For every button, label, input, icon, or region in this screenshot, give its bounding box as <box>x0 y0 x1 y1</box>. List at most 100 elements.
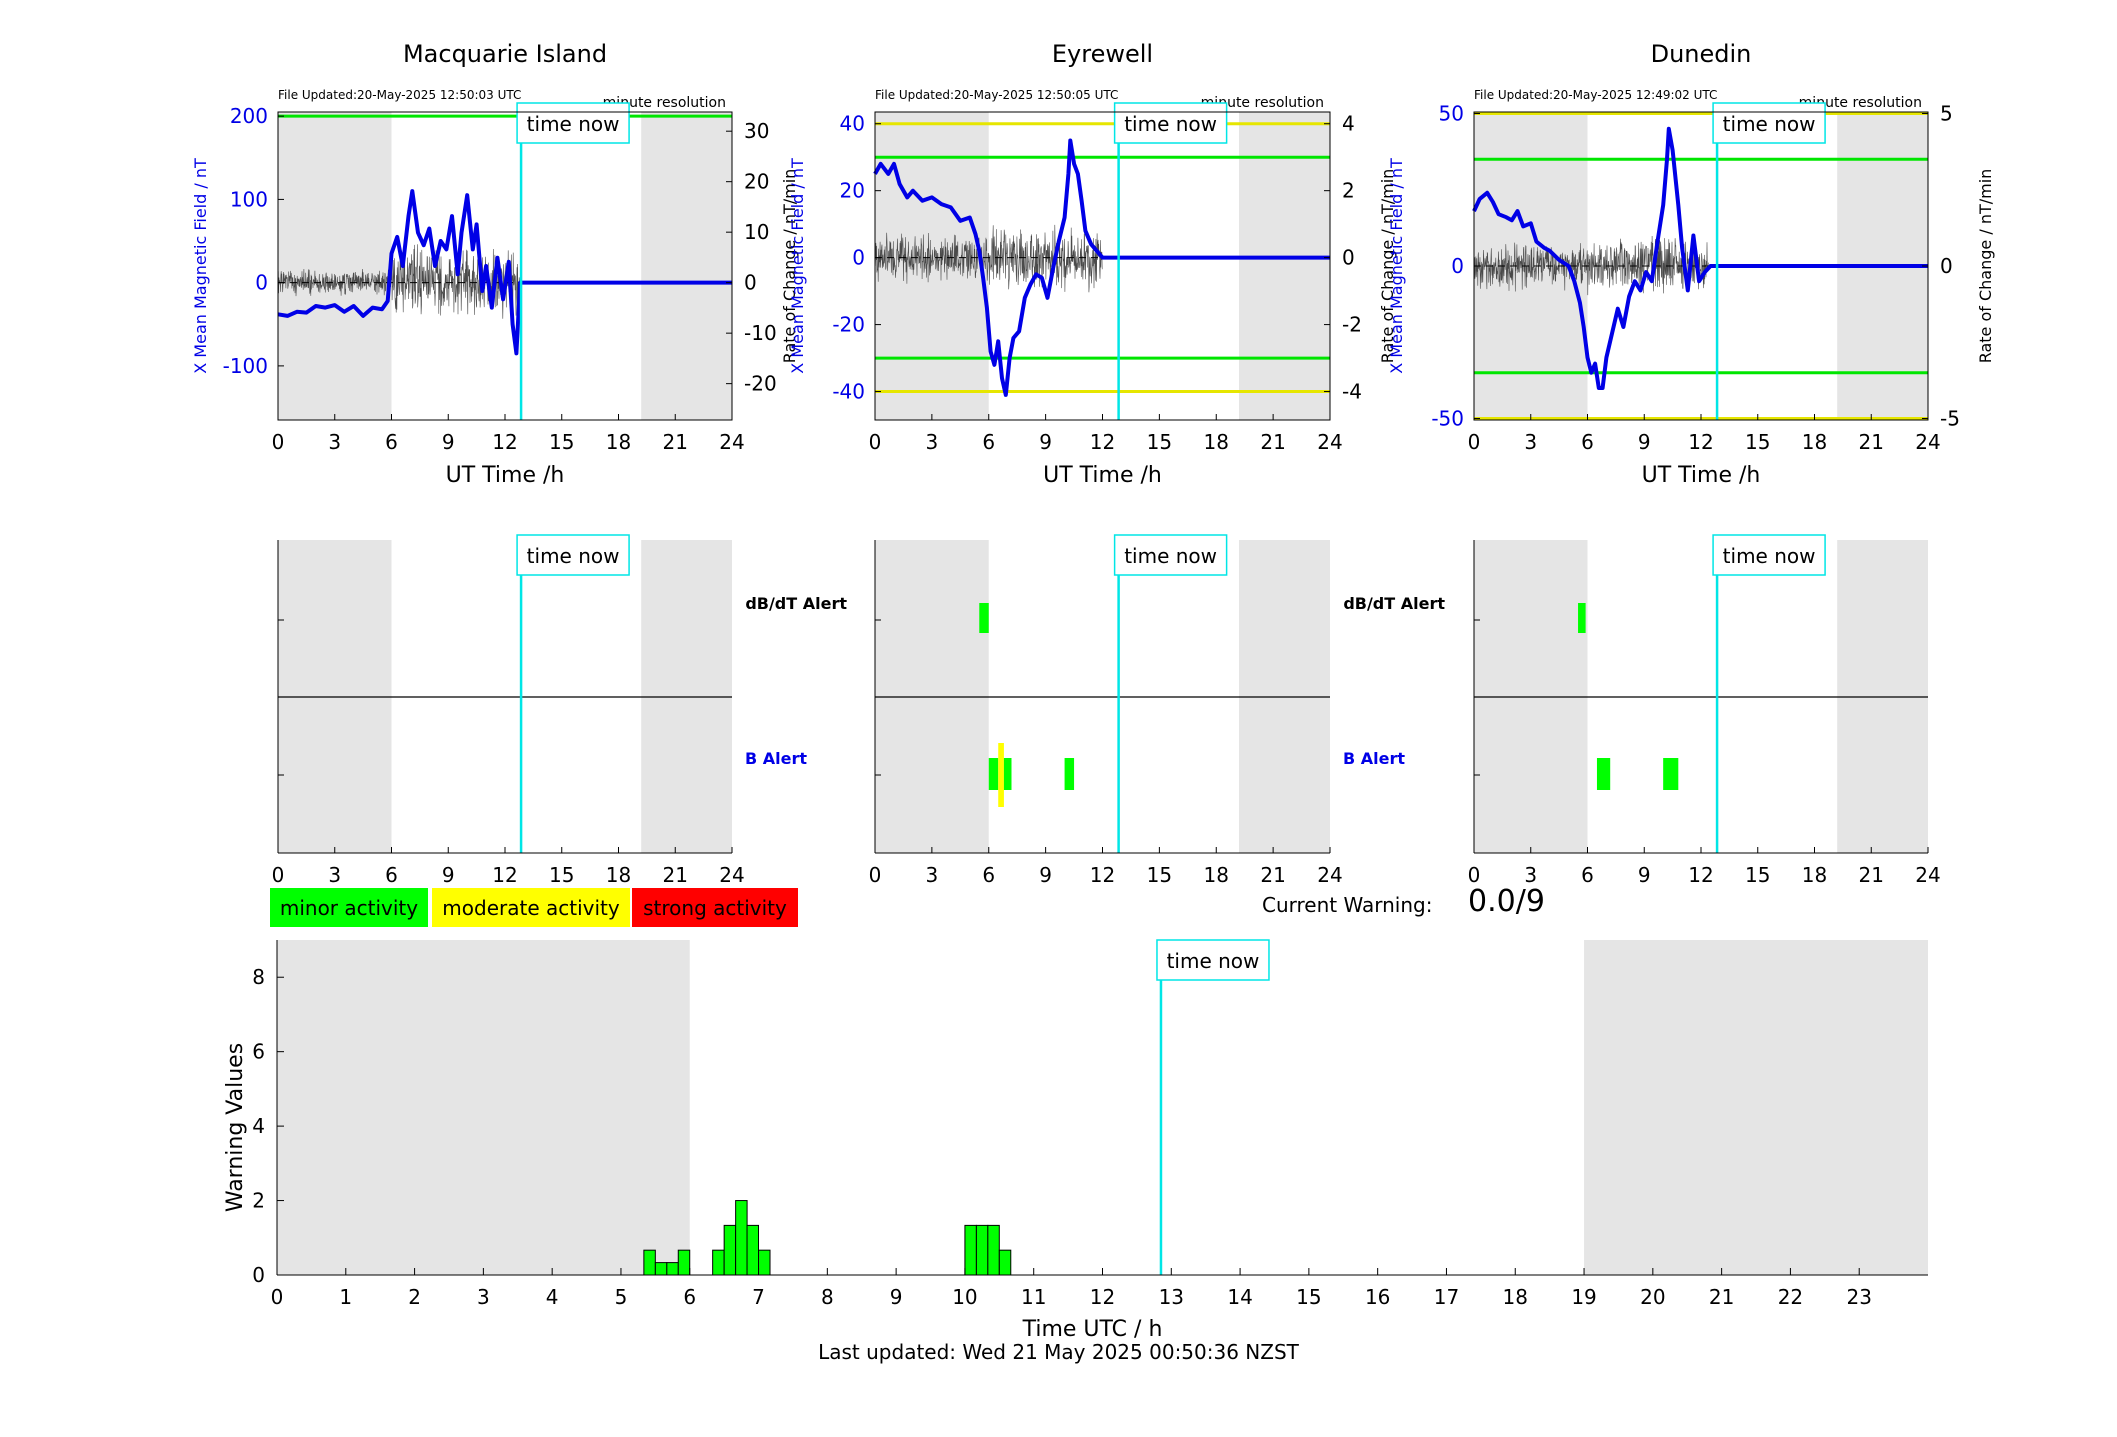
y-tick-label-left: 20 <box>840 179 865 203</box>
warning-bar <box>666 1262 679 1276</box>
y-tick-label-left: 40 <box>840 112 865 136</box>
x-tick-label: 3 <box>328 430 341 454</box>
x-axis-label: UT Time /h <box>446 463 565 488</box>
night-shading <box>1239 112 1330 420</box>
x-tick-label: 9 <box>1638 863 1651 887</box>
legend-strong-label: strong activity <box>643 896 787 920</box>
warning-bar <box>643 1249 656 1276</box>
x-tick-label: 3 <box>1524 430 1537 454</box>
x-tick-label: 0 <box>869 863 882 887</box>
x-tick-label: 0 <box>272 863 285 887</box>
x-tick-label: 12 <box>1688 863 1713 887</box>
x-tick-label: 18 <box>1802 863 1827 887</box>
x-tick-label: 15 <box>1147 863 1172 887</box>
b-alert-block <box>988 758 999 790</box>
x-tick-label: 10 <box>952 1285 977 1309</box>
x-tick-label: 9 <box>1039 430 1052 454</box>
station-title: Dunedin <box>1651 40 1752 68</box>
x-tick-label: 15 <box>1147 430 1172 454</box>
x-tick-label: 21 <box>663 430 688 454</box>
station-panel-1: Eyrewell File Updated:20-May-2025 12:50:0… <box>788 40 1445 887</box>
x-tick-label: 5 <box>615 1285 628 1309</box>
time-now-box <box>1156 939 1270 981</box>
station-panel-2: Dunedin File Updated:20-May-2025 12:49:02… <box>1387 40 1995 887</box>
time-now-label: time now <box>1124 112 1217 136</box>
station-panel-0: Macquarie Island File Updated:20-May-2025… <box>191 40 847 887</box>
warning-bar <box>987 1224 1000 1276</box>
x-tick-label: 21 <box>1260 863 1285 887</box>
x-tick-label: 1 <box>339 1285 352 1309</box>
y-tick-label: 0 <box>252 1263 265 1287</box>
y-tick-label: 6 <box>252 1040 265 1064</box>
x-tick-label: 6 <box>1581 863 1594 887</box>
night-shading <box>1584 940 1928 1275</box>
mean-field-line <box>873 138 1330 397</box>
y-tick-label-right: 0 <box>1940 254 1953 278</box>
resolution-note: minute resolution <box>1201 95 1324 111</box>
y-tick-label-left: 100 <box>230 187 268 211</box>
x-tick-label: 6 <box>385 863 398 887</box>
x-tick-label: 0 <box>1468 430 1481 454</box>
y-tick-label-right: -2 <box>1342 313 1362 337</box>
x-tick-label: 12 <box>492 430 517 454</box>
x-tick-label: 9 <box>442 863 455 887</box>
x-tick-label: 18 <box>1802 430 1827 454</box>
x-tick-label: 0 <box>272 430 285 454</box>
y-tick-label-left: -100 <box>223 354 268 378</box>
x-tick-label: 24 <box>719 863 744 887</box>
resolution-note: minute resolution <box>1799 95 1922 111</box>
y-axis-label-right: Rate of Change / nT/min <box>780 169 799 364</box>
time-now-label: time now <box>1723 112 1816 136</box>
y-axis-label-left: X Mean Magnetic Field / nT <box>788 158 807 374</box>
x-tick-label: 24 <box>1317 863 1342 887</box>
x-tick-label: 11 <box>1021 1285 1046 1309</box>
file-updated-note: File Updated:20-May-2025 12:50:05 UTC <box>875 88 1118 102</box>
x-tick-label: 3 <box>926 863 939 887</box>
x-tick-label: 15 <box>549 863 574 887</box>
y-tick-label-right: 5 <box>1940 102 1953 126</box>
x-tick-label: 24 <box>1317 430 1342 454</box>
x-tick-label: 3 <box>328 863 341 887</box>
x-tick-label: 24 <box>1915 863 1940 887</box>
x-tick-label: 3 <box>1524 863 1537 887</box>
warning-bar <box>712 1249 725 1276</box>
b-alert-row-label: B Alert <box>745 749 807 768</box>
y-tick-label-right: -20 <box>744 372 777 396</box>
station-title: Eyrewell <box>1052 40 1153 68</box>
b-alert-block <box>1003 758 1012 790</box>
x-tick-label: 6 <box>385 430 398 454</box>
mean-field-line <box>1472 126 1928 390</box>
b-alert-block <box>998 743 1004 807</box>
x-tick-label: 15 <box>1296 1285 1321 1309</box>
db-alert-block <box>979 603 989 633</box>
time-now-box <box>516 534 630 576</box>
y-tick-label-right: -4 <box>1342 380 1362 404</box>
x-tick-label: 18 <box>1204 863 1229 887</box>
x-tick-label: 4 <box>546 1285 559 1309</box>
file-updated-note: File Updated:20-May-2025 12:49:02 UTC <box>1474 88 1717 102</box>
current-warning-value: 0.0/9 <box>1468 884 1545 919</box>
y-tick-label-right: 2 <box>1342 179 1355 203</box>
warning-bar <box>964 1224 977 1276</box>
y-tick-label-right: 0 <box>744 271 757 295</box>
y-tick-label-left: 0 <box>852 246 865 270</box>
x-tick-label: 9 <box>890 1285 903 1309</box>
warning-bar <box>746 1224 760 1276</box>
x-tick-label: 9 <box>442 430 455 454</box>
x-tick-label: 6 <box>1581 430 1594 454</box>
y-axis-label-right: Rate of Change / nT/min <box>1976 169 1995 364</box>
time-now-label: time now <box>1723 544 1816 568</box>
activity-legend: minor activity moderate activity strong ac… <box>270 888 798 927</box>
legend-moderate-label: moderate activity <box>442 896 620 920</box>
x-tick-label: 0 <box>271 1285 284 1309</box>
y-tick-label-right: 0 <box>1342 246 1355 270</box>
db-alert-row-label: dB/dT Alert <box>1343 594 1445 613</box>
y-tick-label-right: 30 <box>744 119 769 143</box>
b-alert-block <box>1663 758 1679 790</box>
b-alert-block <box>1596 758 1611 790</box>
x-tick-label: 13 <box>1159 1285 1184 1309</box>
current-warning-label: Current Warning: <box>1262 893 1433 917</box>
y-tick-label-right: 20 <box>744 170 769 194</box>
x-tick-label: 23 <box>1846 1285 1871 1309</box>
